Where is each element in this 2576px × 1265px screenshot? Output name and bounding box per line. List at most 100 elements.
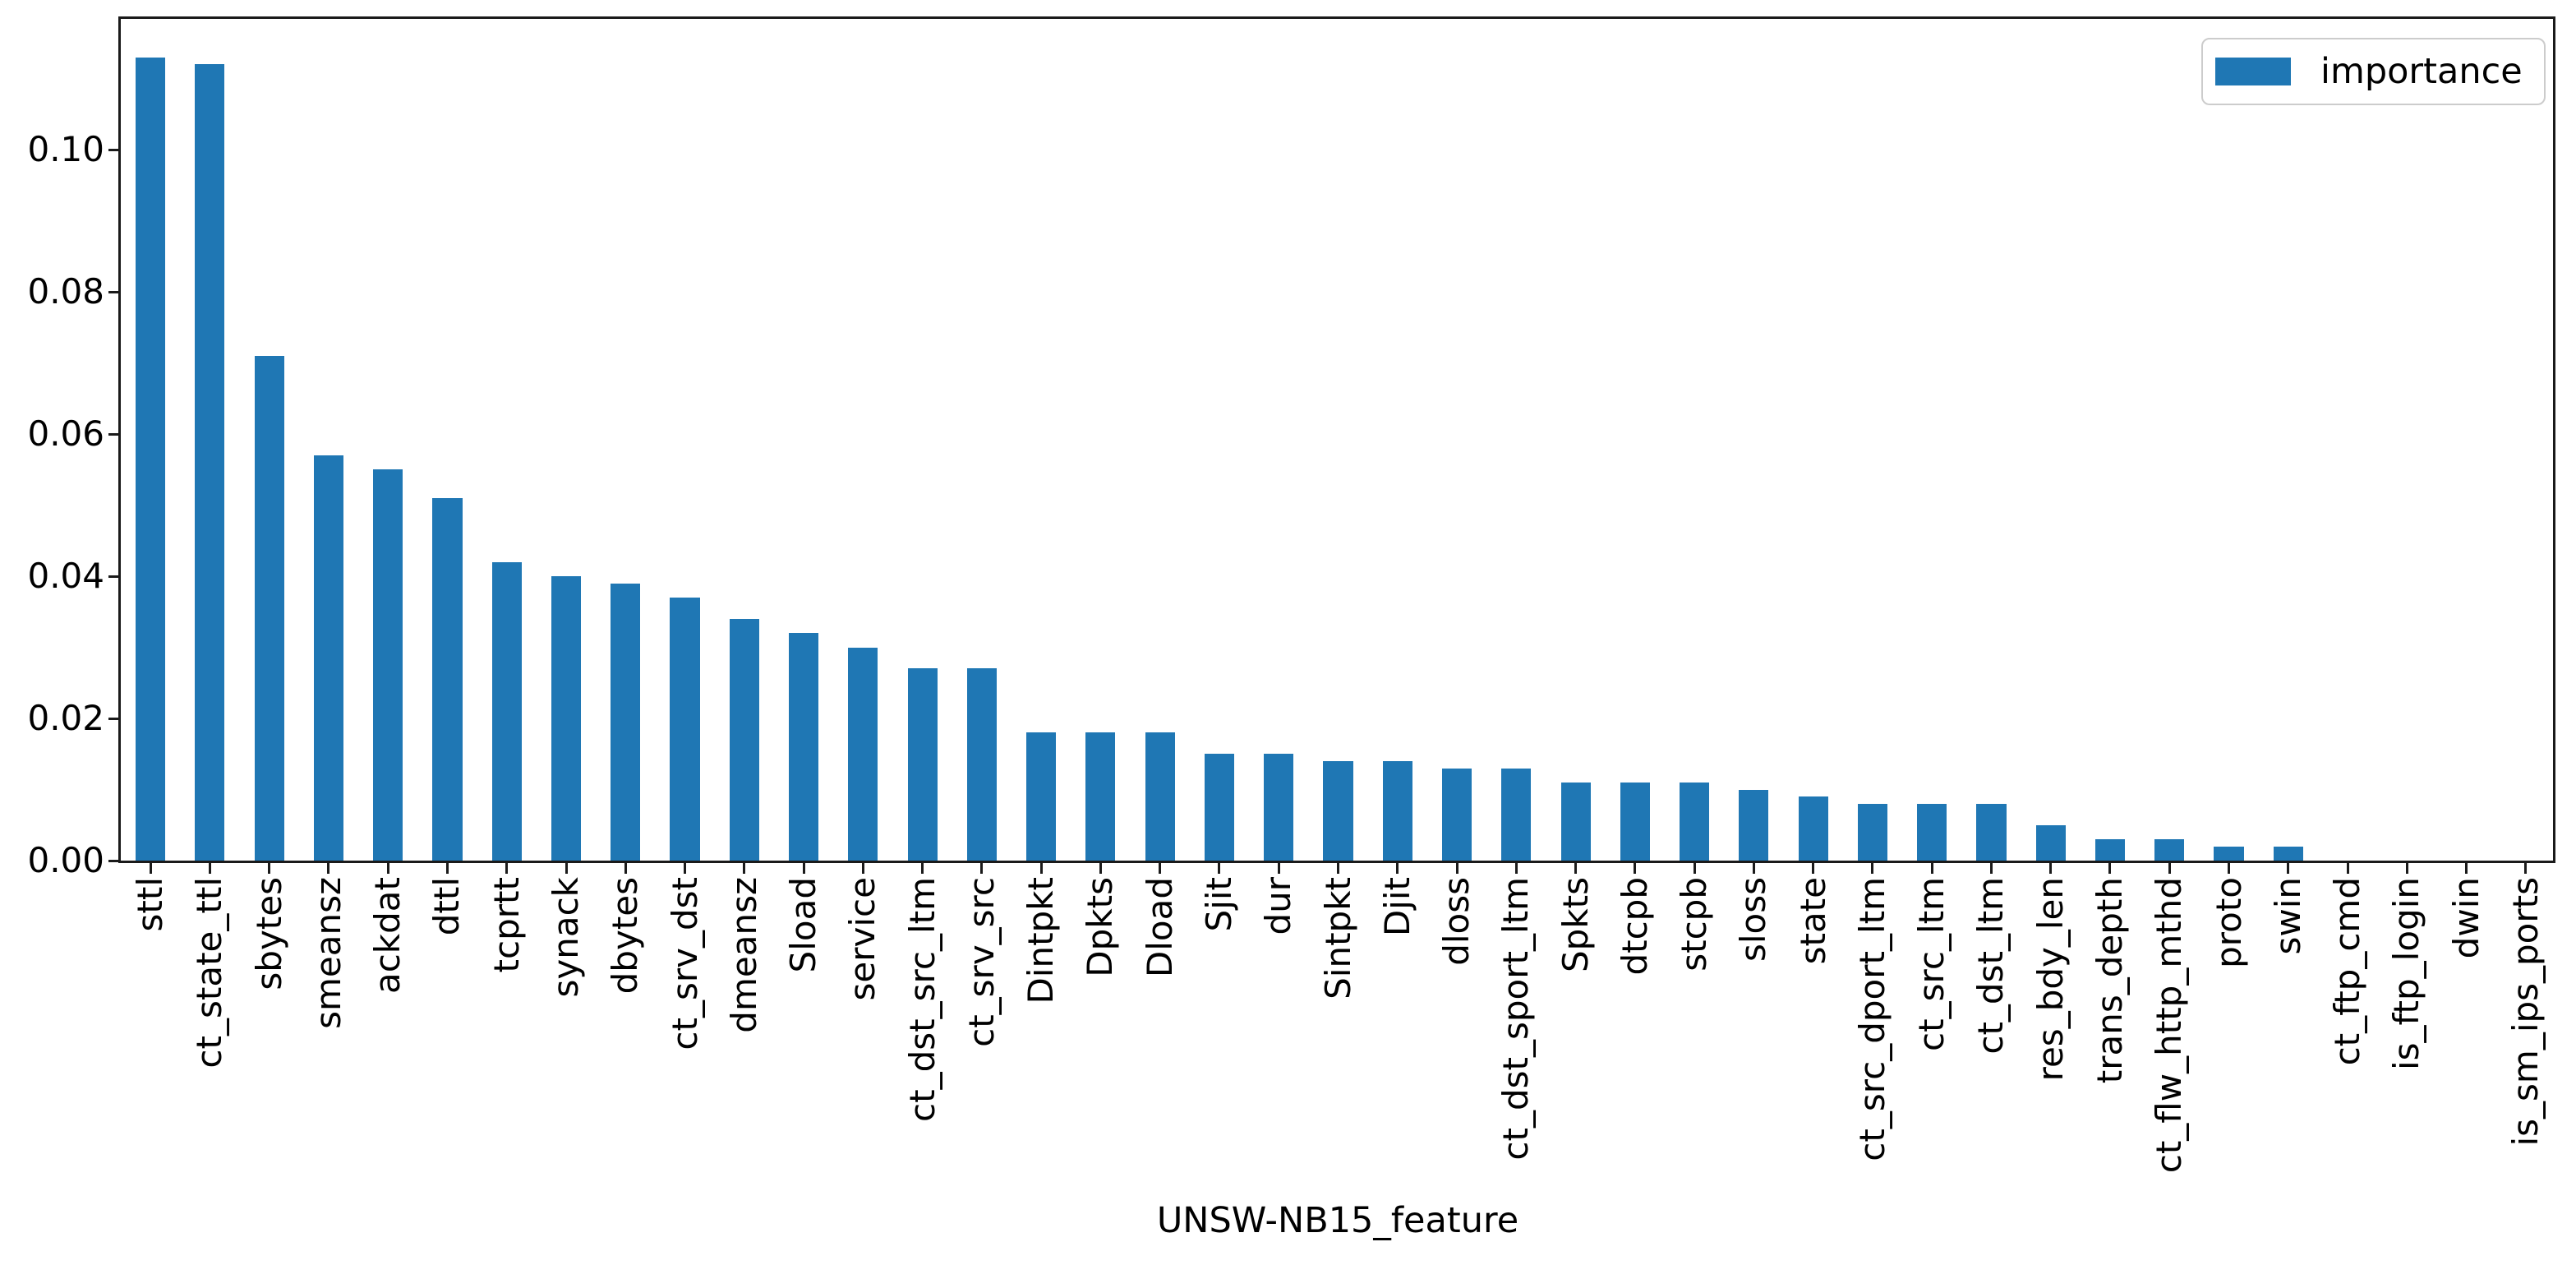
x-tick-label-dwin: dwin: [2445, 877, 2486, 959]
x-tick-label-is_sm_ips_ports: is_sm_ips_ports: [2505, 877, 2546, 1147]
bar-Sload: [789, 633, 819, 861]
x-tick-label-dmeansz: dmeansz: [723, 877, 764, 1033]
x-tick-label-ct_dst_ltm: ct_dst_ltm: [1970, 877, 2011, 1055]
bar-ct_dst_src_ltm: [907, 668, 938, 861]
bar-dmeansz: [729, 619, 759, 861]
bar-ct_src_ltm: [1917, 804, 1947, 861]
x-tick-res_bdy_len: [2049, 861, 2053, 874]
x-tick-label-sttl: sttl: [130, 877, 171, 932]
bar-ct_state_ttl: [195, 64, 225, 861]
x-tick-ct_srv_src: [980, 861, 984, 874]
x-tick-Sjit: [1218, 861, 1221, 874]
y-tick-label-0.04: 0.04: [27, 556, 104, 597]
x-tick-label-smeansz: smeansz: [307, 877, 348, 1029]
y-tick-label-0.02: 0.02: [27, 698, 104, 739]
bar-Dintpkt: [1026, 732, 1057, 861]
bar-ct_dst_ltm: [1976, 804, 2007, 861]
x-tick-label-ct_dst_src_ltm: ct_dst_src_ltm: [901, 877, 942, 1122]
x-tick-dwin: [2465, 861, 2468, 874]
x-tick-label-Sload: Sload: [783, 877, 824, 973]
x-tick-dbytes: [624, 861, 627, 874]
x-tick-is_sm_ips_ports: [2524, 861, 2528, 874]
x-tick-label-state: state: [1792, 877, 1833, 965]
x-tick-label-ackdat: ackdat: [367, 877, 408, 995]
bar-service: [848, 648, 878, 861]
bar-ct_srv_src: [966, 668, 997, 861]
x-tick-ct_dst_ltm: [1989, 861, 1993, 874]
x-tick-ct_dst_sport_ltm: [1514, 861, 1518, 874]
bar-synack: [551, 576, 582, 861]
bar-Sintpkt: [1323, 761, 1353, 861]
x-tick-label-res_bdy_len: res_bdy_len: [2030, 877, 2071, 1082]
x-tick-label-is_ftp_login: is_ftp_login: [2386, 877, 2427, 1071]
x-tick-label-dtcpb: dtcpb: [1614, 877, 1655, 976]
x-tick-label-ct_src_ltm: ct_src_ltm: [1911, 877, 1952, 1051]
x-tick-label-dbytes: dbytes: [605, 877, 646, 995]
x-tick-label-sloss: sloss: [1733, 877, 1774, 963]
x-tick-smeansz: [327, 861, 330, 874]
x-tick-label-sbytes: sbytes: [248, 877, 289, 990]
x-tick-label-ct_srv_dst: ct_srv_dst: [664, 877, 705, 1050]
x-tick-synack: [565, 861, 568, 874]
bar-smeansz: [313, 455, 343, 861]
legend-swatch: [2215, 58, 2291, 85]
x-tick-sloss: [1752, 861, 1755, 874]
x-tick-Spkts: [1574, 861, 1578, 874]
x-tick-sbytes: [268, 861, 271, 874]
x-tick-sttl: [149, 861, 152, 874]
x-tick-label-dur: dur: [1258, 877, 1299, 935]
x-tick-label-Dpkts: Dpkts: [1080, 877, 1121, 977]
x-tick-Dintpkt: [1039, 861, 1043, 874]
bar-proto: [2214, 847, 2244, 861]
bar-Spkts: [1560, 783, 1591, 861]
x-tick-proto: [2228, 861, 2231, 874]
x-tick-ct_state_ttl: [208, 861, 211, 874]
legend-label: importance: [2320, 51, 2523, 92]
x-tick-label-stcpb: stcpb: [1674, 877, 1715, 972]
y-tick-0.06: [108, 432, 120, 436]
x-tick-ct_srv_dst: [684, 861, 687, 874]
bar-sttl: [136, 58, 166, 861]
bar-swin: [2273, 847, 2303, 861]
x-tick-label-swin: swin: [2267, 877, 2308, 955]
x-tick-ct_src_dport_ltm: [1871, 861, 1874, 874]
bar-state: [1798, 796, 1828, 861]
x-tick-tcprtt: [505, 861, 509, 874]
x-tick-label-Sintpkt: Sintpkt: [1317, 877, 1358, 1000]
y-tick-0.08: [108, 290, 120, 293]
x-tick-label-tcprtt: tcprtt: [486, 877, 527, 973]
bar-trans_depth: [2094, 839, 2126, 861]
x-tick-label-Sjit: Sjit: [1198, 877, 1239, 932]
y-tick-label-0.08: 0.08: [27, 271, 104, 312]
x-tick-ackdat: [386, 861, 389, 874]
x-tick-label-Dintpkt: Dintpkt: [1021, 877, 1062, 1004]
y-tick-0.04: [108, 575, 120, 578]
x-axis-label: UNSW-NB15_feature: [1156, 1200, 1519, 1241]
x-tick-label-trans_depth: trans_depth: [2089, 877, 2130, 1084]
x-tick-Djit: [1396, 861, 1399, 874]
x-tick-label-proto: proto: [2208, 877, 2249, 968]
x-tick-Sintpkt: [1337, 861, 1339, 874]
plot-area: [118, 16, 2555, 863]
bar-stcpb: [1680, 783, 1710, 861]
bar-ackdat: [373, 469, 403, 861]
bar-Djit: [1382, 761, 1412, 861]
x-tick-label-ct_srv_src: ct_srv_src: [961, 877, 1002, 1047]
x-tick-Sload: [802, 861, 805, 874]
bar-dttl: [432, 498, 463, 861]
x-tick-ct_flw_http_mthd: [2168, 861, 2171, 874]
x-tick-ct_dst_src_ltm: [921, 861, 924, 874]
bar-ct_flw_http_mthd: [2154, 839, 2185, 861]
x-tick-label-ct_state_ttl: ct_state_ttl: [189, 877, 230, 1069]
x-tick-state: [1812, 861, 1815, 874]
x-tick-dtcpb: [1634, 861, 1637, 874]
x-tick-label-service: service: [842, 877, 883, 1001]
x-tick-dmeansz: [743, 861, 746, 874]
x-tick-service: [861, 861, 864, 874]
x-tick-label-ct_ftp_cmd: ct_ftp_cmd: [2327, 877, 2368, 1066]
x-tick-label-ct_src_dport_ltm: ct_src_dport_ltm: [1851, 877, 1892, 1161]
x-tick-trans_depth: [2108, 861, 2112, 874]
x-tick-dur: [1277, 861, 1280, 874]
y-tick-0.02: [108, 717, 120, 720]
